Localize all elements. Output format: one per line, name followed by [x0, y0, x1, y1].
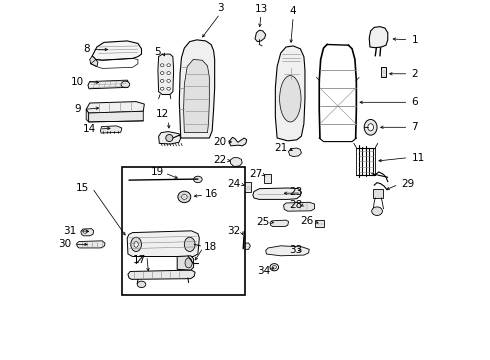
- Polygon shape: [86, 102, 145, 113]
- Ellipse shape: [270, 264, 278, 271]
- Ellipse shape: [167, 64, 171, 67]
- Bar: [264, 174, 271, 183]
- Ellipse shape: [121, 81, 130, 88]
- Ellipse shape: [368, 124, 373, 131]
- Polygon shape: [127, 231, 199, 257]
- Polygon shape: [177, 256, 194, 270]
- Text: 10: 10: [71, 77, 84, 87]
- Text: 29: 29: [401, 179, 415, 189]
- Polygon shape: [369, 27, 388, 48]
- Bar: [122, 167, 245, 295]
- Polygon shape: [81, 229, 94, 236]
- Polygon shape: [92, 41, 142, 60]
- Polygon shape: [270, 220, 289, 226]
- Ellipse shape: [131, 237, 142, 252]
- Bar: [315, 220, 323, 226]
- Text: 26: 26: [300, 216, 314, 226]
- Text: 16: 16: [205, 189, 218, 199]
- Ellipse shape: [181, 194, 187, 199]
- Ellipse shape: [134, 242, 138, 247]
- Polygon shape: [241, 243, 250, 249]
- Text: 22: 22: [213, 155, 226, 165]
- Bar: [381, 67, 386, 77]
- Text: 28: 28: [290, 200, 303, 210]
- Bar: [244, 181, 251, 192]
- Text: 3: 3: [217, 3, 223, 13]
- Text: 12: 12: [156, 109, 170, 120]
- Polygon shape: [275, 46, 305, 141]
- Text: 31: 31: [63, 226, 76, 236]
- Polygon shape: [86, 109, 89, 122]
- Ellipse shape: [160, 87, 164, 90]
- Ellipse shape: [185, 258, 192, 268]
- Text: 23: 23: [289, 187, 302, 197]
- Text: 14: 14: [83, 124, 97, 134]
- Ellipse shape: [160, 64, 164, 67]
- Text: 13: 13: [254, 4, 268, 14]
- Text: 8: 8: [83, 45, 89, 54]
- Ellipse shape: [178, 191, 191, 203]
- Polygon shape: [229, 137, 247, 146]
- Polygon shape: [100, 126, 122, 133]
- Polygon shape: [179, 40, 215, 138]
- Polygon shape: [230, 158, 242, 167]
- Text: 15: 15: [76, 183, 89, 193]
- Polygon shape: [289, 148, 301, 157]
- Text: 6: 6: [411, 97, 418, 107]
- Ellipse shape: [184, 237, 195, 252]
- Polygon shape: [158, 54, 173, 94]
- Ellipse shape: [160, 80, 164, 82]
- Ellipse shape: [167, 87, 171, 90]
- Text: 21: 21: [274, 143, 287, 153]
- Ellipse shape: [167, 80, 171, 82]
- Text: 25: 25: [256, 217, 270, 227]
- Ellipse shape: [364, 120, 377, 135]
- Text: 17: 17: [133, 255, 147, 265]
- Text: 32: 32: [227, 226, 241, 236]
- Ellipse shape: [272, 265, 276, 269]
- Text: 30: 30: [58, 239, 72, 249]
- Text: 9: 9: [74, 104, 81, 114]
- Polygon shape: [284, 202, 315, 211]
- Text: 27: 27: [249, 169, 262, 179]
- Ellipse shape: [137, 281, 146, 288]
- Ellipse shape: [83, 230, 87, 233]
- Ellipse shape: [280, 76, 301, 122]
- Ellipse shape: [372, 207, 382, 216]
- Polygon shape: [184, 59, 209, 132]
- Ellipse shape: [160, 72, 164, 75]
- Text: 24: 24: [227, 179, 241, 189]
- Text: 33: 33: [290, 246, 303, 256]
- Bar: [373, 189, 384, 198]
- Polygon shape: [253, 188, 301, 199]
- Polygon shape: [128, 270, 195, 279]
- Text: 20: 20: [213, 137, 226, 147]
- Polygon shape: [89, 111, 143, 122]
- Text: 34: 34: [257, 266, 270, 276]
- Ellipse shape: [194, 176, 202, 183]
- Polygon shape: [159, 132, 181, 144]
- Polygon shape: [88, 80, 129, 89]
- Text: 11: 11: [411, 153, 424, 163]
- Text: 4: 4: [290, 6, 296, 16]
- Text: 19: 19: [150, 167, 164, 177]
- Polygon shape: [266, 246, 309, 256]
- Ellipse shape: [166, 134, 173, 141]
- Text: 2: 2: [411, 69, 418, 79]
- Text: 7: 7: [411, 122, 418, 132]
- Text: 18: 18: [204, 242, 217, 252]
- Text: 1: 1: [411, 35, 418, 45]
- Polygon shape: [255, 30, 266, 42]
- Polygon shape: [76, 241, 105, 248]
- Polygon shape: [90, 56, 98, 67]
- Text: 5: 5: [154, 47, 161, 57]
- Ellipse shape: [167, 72, 171, 75]
